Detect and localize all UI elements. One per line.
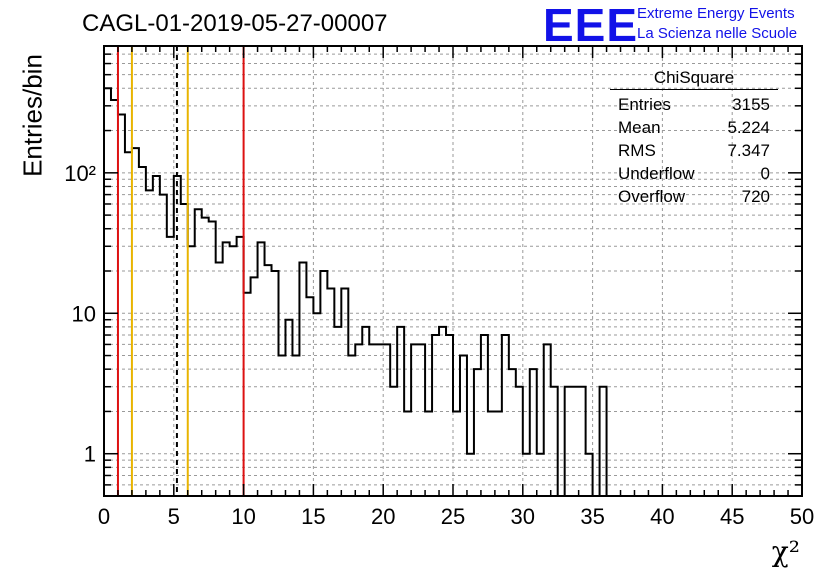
logo-line-1: Extreme Energy Events <box>637 5 795 22</box>
x-tick-label: 10 <box>231 504 255 529</box>
x-tick-label: 20 <box>371 504 395 529</box>
stats-label: Overflow <box>618 187 686 206</box>
y-tick-label: 10 <box>72 301 96 326</box>
stats-label: Entries <box>618 95 671 114</box>
x-tick-label: 25 <box>441 504 465 529</box>
stats-row-underflow: Underflow 0 <box>610 162 778 185</box>
stats-row-overflow: Overflow 720 <box>610 185 778 208</box>
stats-value: 0 <box>760 164 770 183</box>
logo-line-2: La Scienza nelle Scuole <box>637 25 798 42</box>
stats-row-entries: Entries 3155 <box>610 93 778 116</box>
x-tick-label: 30 <box>511 504 535 529</box>
stats-label: Underflow <box>618 164 695 183</box>
x-tick-label: 0 <box>98 504 110 529</box>
x-axis-label: χ² <box>771 535 800 568</box>
stats-title: ChiSquare <box>610 68 778 90</box>
y-axis-label: Entries/bin <box>17 54 48 177</box>
y-tick-label: 1 <box>84 442 96 467</box>
stats-value: 720 <box>741 187 770 206</box>
x-tick-label: 5 <box>168 504 180 529</box>
stats-label: Mean <box>618 118 661 137</box>
eee-logo: EEE Extreme Energy Events La Scienza nel… <box>543 0 833 51</box>
x-tick-label: 50 <box>790 504 814 529</box>
stats-box: ChiSquare Entries 3155 Mean 5.224 RMS 7.… <box>610 68 778 208</box>
x-tick-label: 15 <box>301 504 325 529</box>
x-tick-label: 40 <box>650 504 674 529</box>
stats-label: RMS <box>618 141 656 160</box>
stats-row-mean: Mean 5.224 <box>610 116 778 139</box>
x-tick-label: 45 <box>720 504 744 529</box>
y-tick-label: 10² <box>64 161 96 186</box>
x-tick-label: 35 <box>580 504 604 529</box>
chart-title: CAGL-01-2019-05-27-00007 <box>82 10 388 37</box>
stats-value: 7.347 <box>727 141 770 160</box>
stats-value: 5.224 <box>727 118 770 137</box>
logo-mark: EEE <box>543 0 639 51</box>
stats-row-rms: RMS 7.347 <box>610 139 778 162</box>
stats-value: 3155 <box>732 95 770 114</box>
